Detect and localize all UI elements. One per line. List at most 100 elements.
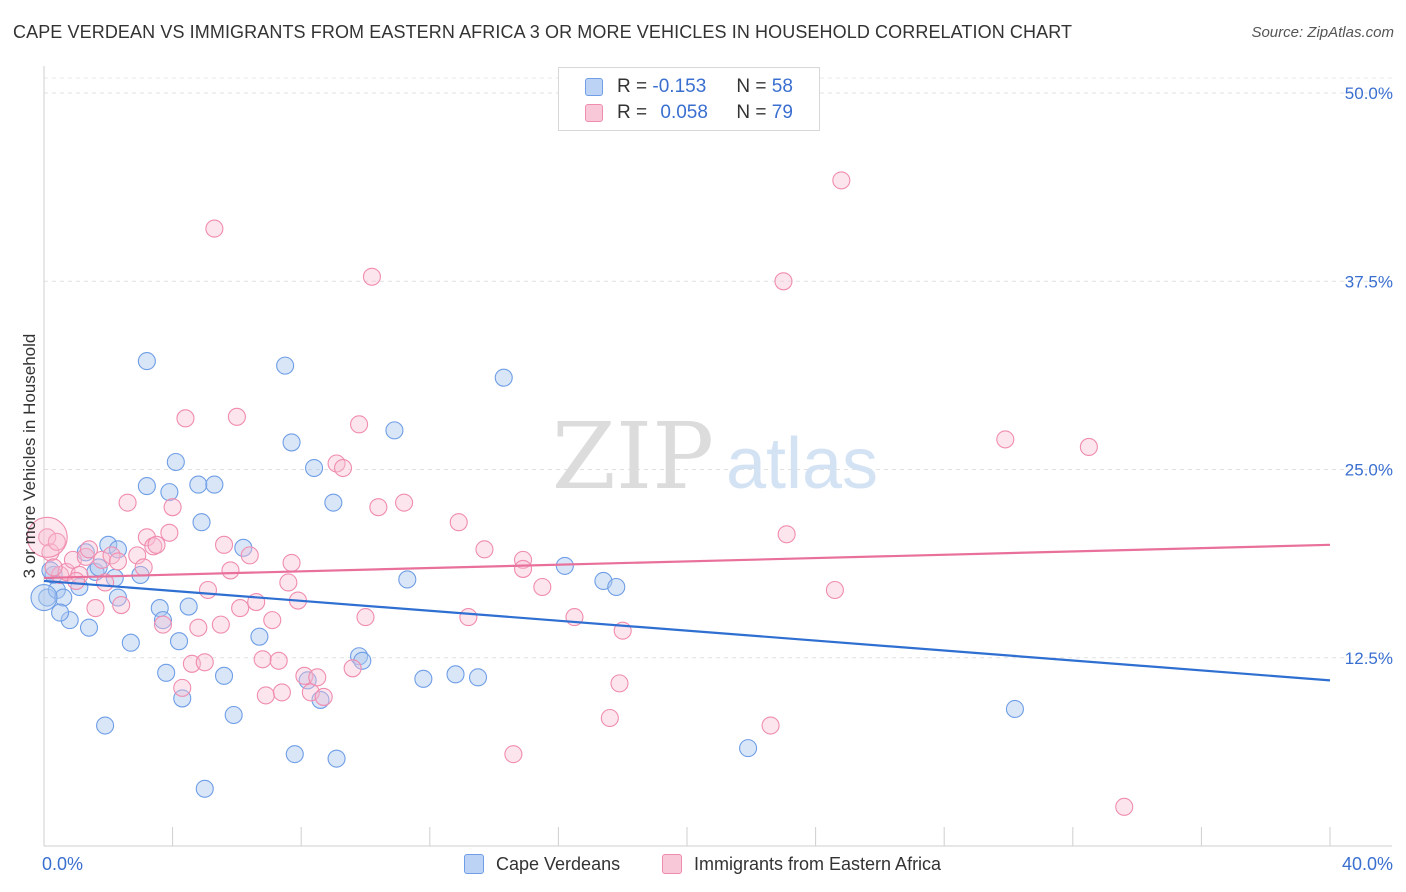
point-immigrant bbox=[38, 528, 57, 547]
bottom-legend-swatch-pink bbox=[662, 854, 682, 874]
point-immigrant bbox=[160, 523, 179, 542]
point-immigrant bbox=[44, 558, 63, 577]
point-immigrant bbox=[269, 651, 288, 670]
point-immigrant bbox=[600, 708, 619, 728]
trend-lines bbox=[43, 543, 1331, 682]
point-cape-verdean bbox=[179, 597, 198, 616]
point-immigrant bbox=[147, 535, 166, 554]
point-immigrant bbox=[996, 430, 1015, 449]
point-immigrant bbox=[356, 608, 375, 627]
legend-row-immigrants: R = 0.058 N = 79 bbox=[585, 100, 793, 126]
point-immigrant bbox=[475, 540, 494, 559]
point-immigrant bbox=[221, 561, 240, 580]
point-immigrant bbox=[253, 650, 272, 669]
point-cape-verdean bbox=[38, 588, 57, 607]
legend-r-value: -0.153 bbox=[652, 76, 707, 97]
point-cape-verdean bbox=[276, 356, 295, 375]
legend-r-label: R = bbox=[617, 102, 648, 123]
point-immigrant bbox=[333, 458, 353, 478]
point-cape-verdean bbox=[60, 611, 79, 630]
point-cape-verdean bbox=[414, 669, 433, 688]
point-cape-verdean bbox=[192, 513, 211, 532]
point-immigrant bbox=[211, 615, 230, 634]
point-immigrant bbox=[263, 611, 282, 630]
point-cape-verdean bbox=[324, 493, 343, 512]
x-tick-label: 40.0% bbox=[1342, 854, 1393, 874]
point-cape-verdean bbox=[250, 627, 269, 646]
gridlines bbox=[44, 77, 1392, 659]
watermark: ZIP atlas bbox=[552, 403, 878, 510]
point-immigrant bbox=[240, 546, 259, 565]
point-cape-verdean bbox=[739, 739, 758, 758]
point-immigrant bbox=[282, 553, 301, 572]
point-cape-verdean bbox=[468, 668, 488, 687]
watermark-atlas: atlas bbox=[726, 424, 878, 504]
point-immigrant bbox=[198, 580, 218, 600]
point-immigrant bbox=[1115, 797, 1134, 816]
point-cape-verdean bbox=[169, 632, 189, 651]
point-immigrant bbox=[231, 599, 250, 618]
point-immigrant bbox=[825, 580, 844, 600]
legend-n-label: N = bbox=[736, 102, 767, 123]
point-immigrant bbox=[362, 267, 381, 286]
x-tick-label: 0.0% bbox=[42, 854, 83, 874]
point-immigrant bbox=[369, 498, 388, 517]
legend-r-label: R = bbox=[617, 76, 648, 97]
point-immigrant bbox=[761, 716, 780, 735]
legend-n-label: N = bbox=[736, 76, 767, 97]
point-immigrant bbox=[118, 493, 137, 512]
correlation-legend: R = -0.153 N = 58 R = 0.058 N = 79 bbox=[558, 67, 820, 131]
point-cape-verdean bbox=[385, 421, 404, 440]
point-immigrant bbox=[205, 219, 224, 238]
y-tick-label: 12.5% bbox=[1345, 649, 1393, 668]
point-cape-verdean bbox=[195, 779, 214, 798]
y-tick-label: 37.5% bbox=[1345, 272, 1393, 291]
point-cape-verdean bbox=[446, 665, 465, 684]
bottom-legend-label: Immigrants from Eastern Africa bbox=[694, 853, 942, 874]
point-immigrant bbox=[610, 674, 629, 693]
point-immigrant bbox=[832, 171, 851, 190]
point-immigrant bbox=[79, 540, 99, 559]
point-immigrant bbox=[308, 668, 327, 687]
trend-line-immigrants bbox=[43, 543, 1331, 580]
point-cape-verdean bbox=[189, 475, 208, 494]
point-immigrant bbox=[41, 543, 60, 562]
legend-n-value: 79 bbox=[771, 102, 793, 123]
point-cape-verdean bbox=[153, 611, 173, 630]
point-cape-verdean bbox=[607, 577, 626, 597]
point-cape-verdean bbox=[234, 538, 253, 557]
point-cape-verdean bbox=[353, 651, 372, 670]
point-immigrant bbox=[272, 683, 291, 702]
point-immigrant bbox=[227, 407, 246, 426]
point-immigrant bbox=[134, 558, 153, 577]
point-cape-verdean-large bbox=[30, 583, 58, 612]
point-cape-verdean bbox=[311, 690, 330, 709]
point-immigrant bbox=[86, 599, 105, 618]
chart-title: CAPE VERDEAN VS IMMIGRANTS FROM EASTERN … bbox=[13, 22, 1073, 42]
point-cape-verdean bbox=[166, 452, 185, 472]
point-immigrant bbox=[774, 272, 793, 291]
point-immigrant bbox=[314, 687, 333, 706]
point-cape-verdean bbox=[282, 433, 301, 452]
point-immigrant bbox=[195, 653, 214, 672]
bottom-legend-swatch-blue bbox=[464, 854, 484, 874]
point-cape-verdean bbox=[157, 663, 176, 682]
trend-line-cape-verdeans bbox=[43, 579, 1331, 682]
legend-swatch-pink bbox=[585, 104, 603, 122]
point-cape-verdean bbox=[555, 556, 574, 575]
point-immigrant bbox=[189, 618, 208, 637]
point-immigrant bbox=[513, 559, 533, 578]
point-immigrant bbox=[137, 528, 156, 547]
point-immigrant bbox=[92, 550, 111, 569]
y-axis-label: 3 or more Vehicles in Household bbox=[20, 333, 39, 579]
point-cape-verdean bbox=[51, 603, 70, 622]
point-immigrant bbox=[1079, 437, 1098, 456]
axes bbox=[43, 66, 1392, 847]
legend-n-value: 58 bbox=[771, 76, 793, 97]
point-immigrant bbox=[108, 552, 127, 571]
bottom-legend-immigrants: Immigrants from Eastern Africa bbox=[662, 852, 941, 876]
point-cape-verdean bbox=[494, 368, 513, 387]
point-immigrant bbox=[395, 493, 414, 512]
point-immigrant bbox=[449, 513, 468, 532]
